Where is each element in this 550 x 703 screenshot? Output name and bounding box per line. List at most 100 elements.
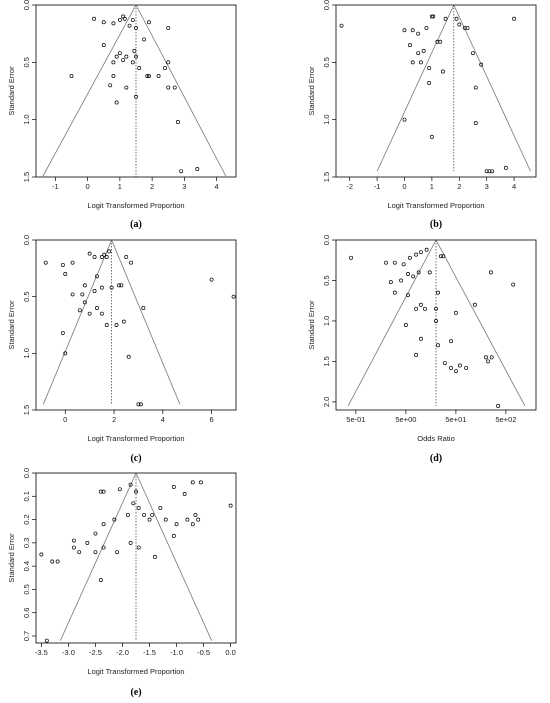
x-tick-label: 4: [512, 182, 516, 191]
data-point: [407, 255, 412, 260]
funnel-plot-e: -3.5 -3.0 -2.5 -2.0 -1.5 -1.0 -0.5 0.0 0.0 0.1 0.2…: [7, 468, 237, 698]
data-point: [142, 37, 147, 42]
funnel-plot-c: 0 2 4 6 0.0 0.5 1.0 1.5 Logit Transformed Propor…: [7, 235, 237, 464]
data-point: [114, 54, 119, 59]
data-point: [101, 545, 106, 550]
data-point: [496, 404, 501, 408]
data-point: [410, 60, 415, 65]
data-point: [44, 638, 49, 643]
x-tick-label: 3: [182, 182, 186, 191]
data-point: [69, 74, 74, 79]
data-point: [39, 552, 44, 557]
data-point: [435, 39, 440, 44]
data-point: [166, 85, 171, 90]
data-point: [431, 14, 436, 19]
data-point: [228, 503, 233, 508]
data-point: [416, 31, 421, 36]
y-tick-label: 0.5: [22, 57, 31, 67]
data-point: [349, 255, 354, 260]
data-point: [399, 278, 404, 283]
data-point: [121, 319, 126, 324]
x-tick-label: 1: [118, 182, 122, 191]
data-point: [511, 282, 516, 287]
data-point: [438, 39, 443, 44]
data-point: [132, 48, 137, 53]
data-point: [453, 310, 458, 315]
data-point: [422, 306, 427, 311]
data-point: [406, 272, 410, 276]
data-point: [134, 94, 138, 99]
y-tick-label: 0.0: [22, 235, 31, 245]
data-point: [465, 25, 470, 30]
x-axis-label: Logit Transformed Proportion: [87, 667, 184, 676]
data-point: [190, 480, 195, 485]
data-point: [128, 482, 133, 487]
data-point: [402, 28, 407, 33]
data-point: [114, 323, 119, 327]
funnel-left-line: [42, 4, 137, 178]
data-point: [60, 330, 65, 335]
funnel-right-line: [135, 4, 227, 178]
data-point: [71, 538, 76, 543]
funnel-right-line: [435, 239, 526, 407]
data-point: [449, 365, 454, 370]
data-point: [126, 354, 131, 359]
x-tick-label: -1.0: [170, 648, 183, 657]
y-axis-label: Standard Error: [7, 533, 16, 583]
data-point: [479, 62, 484, 67]
data-point: [99, 285, 104, 290]
data-point: [125, 512, 130, 517]
x-axis-label: Logit Transformed Proportion: [87, 201, 184, 210]
data-point: [70, 260, 75, 265]
data-point: [195, 167, 200, 171]
data-point: [156, 74, 161, 79]
funnel-left-line: [59, 472, 137, 641]
data-point: [488, 270, 493, 275]
data-point: [462, 25, 467, 30]
data-point: [339, 23, 344, 28]
data-point: [182, 492, 187, 496]
y-tick-label: 1.5: [322, 356, 331, 366]
data-point: [392, 290, 397, 295]
data-point: [108, 83, 113, 88]
data-point: [490, 169, 495, 174]
funnel-right-line: [453, 4, 531, 172]
y-tick-label: 0.6: [22, 608, 31, 618]
panel-caption: (e): [130, 687, 141, 698]
data-point: [142, 512, 147, 517]
data-point: [92, 289, 97, 293]
x-tick-label: 1: [430, 182, 434, 191]
data-point: [146, 20, 151, 25]
data-point: [124, 54, 129, 59]
data-point: [408, 43, 412, 48]
funnel-left-line: [376, 4, 455, 172]
funnel-right-line: [111, 239, 181, 405]
data-point: [117, 17, 122, 22]
panel-caption: (b): [430, 219, 442, 230]
data-point: [198, 480, 203, 485]
plot-frame: [35, 239, 237, 411]
data-point: [114, 100, 119, 105]
data-point: [80, 292, 85, 297]
y-tick-label: 0.2: [22, 514, 31, 524]
data-point: [440, 69, 445, 74]
data-point: [136, 505, 141, 510]
x-tick-label: 2: [457, 182, 461, 191]
data-point: [174, 522, 179, 527]
y-tick-label: 0.0: [22, 468, 31, 478]
data-point: [99, 255, 104, 259]
data-point: [489, 355, 494, 360]
y-tick-label: 0.1: [22, 491, 31, 501]
data-point: [77, 308, 82, 313]
y-axis-label: Standard Error: [7, 66, 16, 116]
data-point: [172, 85, 177, 90]
data-point: [410, 28, 415, 33]
data-point: [71, 545, 76, 550]
data-point: [146, 74, 151, 79]
y-tick-label: 2.0: [322, 397, 331, 407]
y-tick-label: 0.5: [322, 57, 331, 67]
y-tick-label: 1.0: [322, 316, 331, 326]
data-point: [95, 274, 99, 279]
data-point: [427, 81, 432, 85]
x-tick-label: -1: [52, 182, 59, 191]
